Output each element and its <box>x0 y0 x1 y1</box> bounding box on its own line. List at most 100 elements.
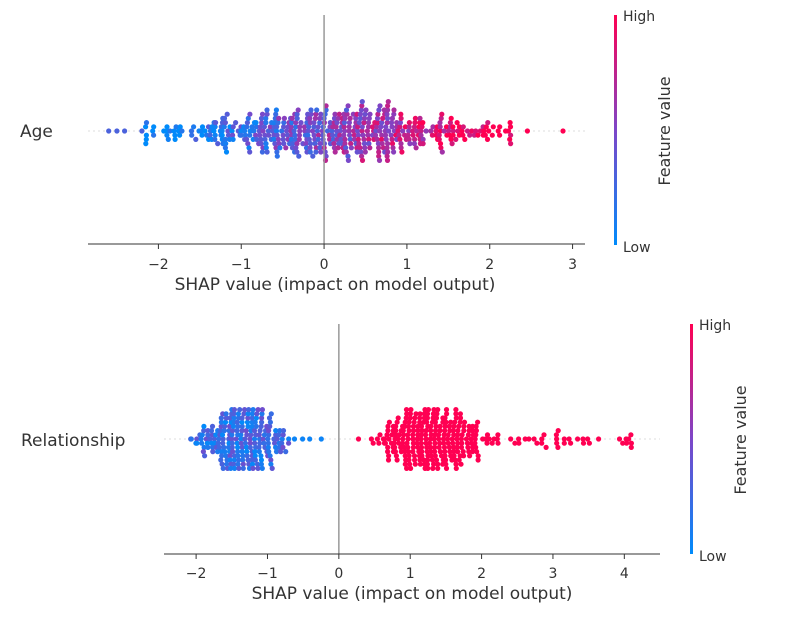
shap-point <box>262 136 268 142</box>
shap-point <box>465 444 471 450</box>
shap-point <box>252 453 258 459</box>
shap-point <box>266 132 272 138</box>
shap-point <box>485 120 491 126</box>
shap-point <box>259 411 265 417</box>
shap-point <box>253 132 259 138</box>
shap-point <box>294 141 300 147</box>
shap-point <box>205 432 211 438</box>
shap-point <box>408 465 414 471</box>
shap-point <box>443 457 449 463</box>
shap-point <box>253 415 259 421</box>
feature-label-age: Age <box>20 122 53 142</box>
shap-point <box>380 145 386 151</box>
shap-point <box>391 111 397 117</box>
shap-point <box>385 423 391 429</box>
shap-point <box>443 407 450 413</box>
shap-point <box>215 440 221 446</box>
shap-point <box>294 111 300 117</box>
shap-point <box>359 128 365 134</box>
shap-point <box>420 141 426 147</box>
shap-point <box>278 449 284 455</box>
shap-point <box>443 124 450 130</box>
shap-point <box>385 428 391 434</box>
shap-point <box>408 407 414 413</box>
shap-point <box>247 440 253 446</box>
shap-point <box>442 453 448 459</box>
shap-point <box>375 141 381 147</box>
shap-point <box>507 124 514 130</box>
shap-point <box>451 432 457 438</box>
shap-point <box>267 124 273 130</box>
shap-point <box>244 124 250 130</box>
shap-point <box>167 128 173 134</box>
shap-point <box>247 436 253 442</box>
shap-point <box>405 449 411 455</box>
shap-point <box>307 145 313 151</box>
shap-point <box>458 444 465 450</box>
shap-point <box>393 453 399 459</box>
shap-point <box>411 428 417 434</box>
shap-point <box>406 457 412 463</box>
shap-point <box>554 436 560 442</box>
x-tick-label: 0 <box>320 257 329 273</box>
shap-point <box>507 136 513 142</box>
shap-point <box>202 453 208 459</box>
shap-point <box>292 132 298 138</box>
shap-point <box>267 419 273 425</box>
shap-point <box>221 124 227 130</box>
shap-point <box>367 145 373 151</box>
shap-point <box>361 115 368 121</box>
colorbar-high-label: High <box>699 318 731 334</box>
shap-point <box>455 432 461 438</box>
shap-point <box>580 436 586 442</box>
shap-point <box>139 128 145 134</box>
shap-point <box>451 423 457 429</box>
shap-point <box>222 136 228 142</box>
shap-point <box>418 436 424 442</box>
shap-point <box>233 436 239 442</box>
shap-point <box>258 141 264 147</box>
shap-point <box>311 120 317 126</box>
shap-point <box>405 444 411 450</box>
shap-point <box>238 440 244 446</box>
shap-point <box>410 449 416 455</box>
shap-point <box>335 145 341 151</box>
shap-point <box>457 419 463 425</box>
shap-point <box>238 432 244 438</box>
shap-point <box>314 107 320 113</box>
shap-point <box>453 411 459 417</box>
shap-point <box>242 436 248 442</box>
shap-point <box>263 141 269 147</box>
shap-point <box>417 419 423 425</box>
x-axis-ticks: −2 −1 0 1 2 3 4 <box>186 554 629 582</box>
shap-point <box>253 423 259 429</box>
shap-point <box>391 107 397 113</box>
shap-point <box>288 124 294 130</box>
shap-point <box>586 440 593 446</box>
shap-point <box>413 145 419 151</box>
shap-point <box>407 141 413 147</box>
shap-point <box>234 440 240 446</box>
shap-point <box>334 136 340 142</box>
shap-point <box>223 141 229 147</box>
shap-point <box>143 141 149 147</box>
shap-point <box>414 440 420 446</box>
shap-point <box>568 440 574 446</box>
shap-point <box>150 128 156 134</box>
shap-point <box>222 419 229 425</box>
shap-point <box>413 411 419 417</box>
shap-point <box>242 407 248 413</box>
shap-point <box>453 407 459 413</box>
shap-point <box>222 120 228 126</box>
shap-point <box>400 428 406 434</box>
shap-point <box>376 153 382 159</box>
shap-point <box>276 141 282 147</box>
shap-point <box>355 436 362 442</box>
shap-point <box>475 419 481 425</box>
shap-point <box>324 128 331 134</box>
shap-point <box>626 436 632 442</box>
shap-point <box>448 115 454 121</box>
shap-point <box>283 145 289 151</box>
shap-point <box>253 124 259 130</box>
shap-point <box>331 115 338 121</box>
